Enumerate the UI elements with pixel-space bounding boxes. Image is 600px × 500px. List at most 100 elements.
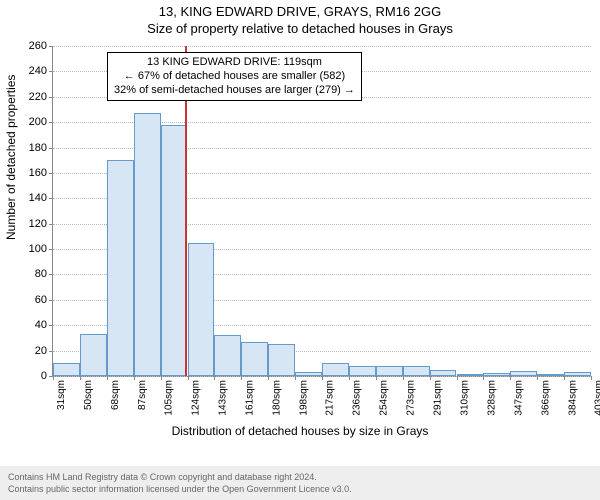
x-tick xyxy=(134,376,135,380)
x-tick xyxy=(295,376,296,380)
histogram-bar xyxy=(564,372,591,376)
chart-container: Number of detached properties 0204060801… xyxy=(0,40,600,442)
x-tick xyxy=(403,376,404,380)
x-tick-label: 254sqm xyxy=(379,380,390,416)
histogram-bar xyxy=(483,373,510,376)
x-tick-label: 180sqm xyxy=(271,380,282,416)
y-tick-label: 80 xyxy=(35,268,47,280)
histogram-bar xyxy=(80,334,107,376)
y-tick xyxy=(49,249,53,250)
x-tick-label: 347sqm xyxy=(513,380,524,416)
histogram-bar xyxy=(268,344,295,376)
y-tick xyxy=(49,46,53,47)
x-tick-label: 366sqm xyxy=(540,380,551,416)
y-tick xyxy=(49,71,53,72)
histogram-bar xyxy=(161,125,188,376)
x-axis-label: Distribution of detached houses by size … xyxy=(0,424,600,438)
x-tick-label: 31sqm xyxy=(56,380,67,410)
y-tick-label: 240 xyxy=(29,65,47,77)
y-tick-label: 140 xyxy=(29,192,47,204)
x-tick xyxy=(430,376,431,380)
x-tick xyxy=(268,376,269,380)
x-tick xyxy=(241,376,242,380)
x-tick-label: 68sqm xyxy=(110,380,121,410)
y-tick-label: 180 xyxy=(29,142,47,154)
x-tick xyxy=(80,376,81,380)
y-tick xyxy=(49,97,53,98)
footer-line-1: Contains HM Land Registry data © Crown c… xyxy=(8,471,592,483)
histogram-bar xyxy=(188,243,215,376)
y-tick xyxy=(49,300,53,301)
x-tick-label: 87sqm xyxy=(137,380,148,410)
x-tick-label: 50sqm xyxy=(83,380,94,410)
histogram-bar xyxy=(510,371,537,376)
histogram-bar xyxy=(107,160,134,376)
y-tick-label: 220 xyxy=(29,91,47,103)
histogram-bar xyxy=(241,342,268,376)
x-tick-label: 403sqm xyxy=(594,380,600,416)
x-tick xyxy=(483,376,484,380)
x-tick xyxy=(457,376,458,380)
x-tick-label: 161sqm xyxy=(244,380,255,416)
x-tick-label: 236sqm xyxy=(352,380,363,416)
x-tick-label: 198sqm xyxy=(298,380,309,416)
x-tick xyxy=(214,376,215,380)
y-tick xyxy=(49,122,53,123)
x-tick-label: 328sqm xyxy=(486,380,497,416)
x-tick xyxy=(510,376,511,380)
infobox-line: 13 KING EDWARD DRIVE: 119sqm xyxy=(114,56,355,70)
histogram-bar xyxy=(349,366,376,376)
y-tick xyxy=(49,325,53,326)
histogram-bar xyxy=(134,113,161,376)
y-tick-label: 0 xyxy=(41,370,47,382)
y-tick xyxy=(49,173,53,174)
title-address: 13, KING EDWARD DRIVE, GRAYS, RM16 2GG xyxy=(0,0,600,19)
histogram-bar xyxy=(457,374,484,376)
footer: Contains HM Land Registry data © Crown c… xyxy=(0,466,600,500)
y-tick-label: 160 xyxy=(29,167,47,179)
footer-line-2: Contains public sector information licen… xyxy=(8,483,592,495)
histogram-bar xyxy=(322,363,349,376)
y-tick-label: 200 xyxy=(29,116,47,128)
infobox-line: ← 67% of detached houses are smaller (58… xyxy=(114,70,355,84)
y-tick xyxy=(49,351,53,352)
plot-area: 02040608010012014016018020022024026031sq… xyxy=(52,46,591,377)
y-tick xyxy=(49,274,53,275)
x-tick-label: 124sqm xyxy=(191,380,202,416)
x-tick-label: 384sqm xyxy=(567,380,578,416)
x-tick-label: 291sqm xyxy=(433,380,444,416)
y-tick xyxy=(49,198,53,199)
x-tick xyxy=(188,376,189,380)
histogram-bar xyxy=(53,363,80,376)
y-tick-label: 40 xyxy=(35,319,47,331)
x-tick xyxy=(349,376,350,380)
x-tick xyxy=(537,376,538,380)
gridline xyxy=(53,46,591,47)
x-tick xyxy=(322,376,323,380)
histogram-bar xyxy=(537,374,564,376)
y-tick-label: 120 xyxy=(29,218,47,230)
x-tick xyxy=(591,376,592,380)
y-tick-label: 60 xyxy=(35,294,47,306)
y-axis-label: Number of detached properties xyxy=(4,75,18,240)
x-tick xyxy=(376,376,377,380)
y-tick xyxy=(49,224,53,225)
y-tick-label: 20 xyxy=(35,345,47,357)
histogram-bar xyxy=(403,366,430,376)
x-tick-label: 310sqm xyxy=(460,380,471,416)
y-tick-label: 100 xyxy=(29,243,47,255)
x-tick-label: 273sqm xyxy=(406,380,417,416)
infobox-line: 32% of semi-detached houses are larger (… xyxy=(114,84,355,98)
x-tick xyxy=(564,376,565,380)
property-infobox: 13 KING EDWARD DRIVE: 119sqm← 67% of det… xyxy=(107,52,362,101)
histogram-bar xyxy=(376,366,403,376)
x-tick xyxy=(107,376,108,380)
x-tick-label: 143sqm xyxy=(217,380,228,416)
title-subtitle: Size of property relative to detached ho… xyxy=(0,19,600,38)
x-tick-label: 105sqm xyxy=(164,380,175,416)
histogram-bar xyxy=(214,335,241,376)
x-tick xyxy=(53,376,54,380)
x-tick-label: 217sqm xyxy=(325,380,336,416)
x-tick xyxy=(161,376,162,380)
histogram-bar xyxy=(430,370,457,376)
